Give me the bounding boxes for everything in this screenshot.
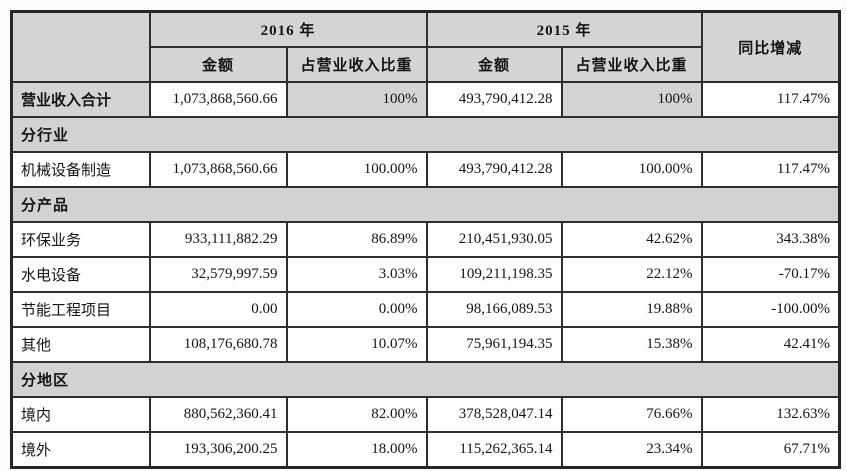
ratio-2015-cell: 76.66%	[560, 396, 703, 433]
yoy-cell: 117.47%	[700, 151, 841, 188]
amount-2015-cell: 493,790,412.28	[425, 151, 563, 188]
table-row: 境内 880,562,360.41 82.00% 378,528,047.14 …	[10, 396, 841, 433]
row-label: 水电设备	[10, 256, 151, 293]
ratio-2016-cell: 82.00%	[285, 396, 428, 433]
ratio-2015-cell: 22.12%	[560, 256, 703, 293]
year-2016-header: 2016 年	[148, 10, 428, 48]
section-label: 分产品	[10, 186, 841, 223]
ratio-2016-cell: 0.00%	[285, 291, 428, 328]
table-header: 2016 年 2015 年 同比增减 金额 占营业收入比重 金额 占营业收入比重	[10, 10, 841, 83]
amount-2015-cell: 115,262,365.14	[425, 431, 563, 469]
row-label: 机械设备制造	[10, 151, 151, 188]
ratio-2016-cell: 86.89%	[285, 221, 428, 258]
section-label: 分地区	[10, 361, 841, 398]
amount-2015-cell: 493,790,412.28	[425, 81, 563, 118]
revenue-breakdown-table: 2016 年 2015 年 同比增减 金额 占营业收入比重 金额 占营业收入比重…	[10, 10, 842, 469]
table-row: 其他 108,176,680.78 10.07% 75,961,194.35 1…	[10, 326, 841, 363]
amount-2016-cell: 108,176,680.78	[148, 326, 288, 363]
amount-2016-cell: 0.00	[148, 291, 288, 328]
yoy-cell: -100.00%	[700, 291, 841, 328]
yoy-cell: 132.63%	[700, 396, 841, 433]
section-row: 分地区	[10, 361, 841, 398]
row-label: 境内	[10, 396, 151, 433]
ratio-2015-cell: 42.62%	[560, 221, 703, 258]
amount-2016-cell: 880,562,360.41	[148, 396, 288, 433]
corner-cell	[10, 10, 151, 83]
amount-2016-cell: 193,306,200.25	[148, 431, 288, 469]
table-row: 境外 193,306,200.25 18.00% 115,262,365.14 …	[10, 431, 841, 469]
section-label: 分行业	[10, 116, 841, 153]
yoy-cell: 117.47%	[700, 81, 841, 118]
yoy-cell: -70.17%	[700, 256, 841, 293]
yoy-cell: 343.38%	[700, 221, 841, 258]
amount-2015-header: 金额	[425, 46, 563, 83]
section-row: 分行业	[10, 116, 841, 153]
amount-2016-cell: 933,111,882.29	[148, 221, 288, 258]
yoy-change-header: 同比增减	[700, 10, 841, 83]
amount-2015-cell: 109,211,198.35	[425, 256, 563, 293]
amount-2015-cell: 210,451,930.05	[425, 221, 563, 258]
table-row: 营业收入合计 1,073,868,560.66 100% 493,790,412…	[10, 81, 841, 118]
yoy-cell: 67.71%	[700, 431, 841, 469]
ratio-2015-cell: 19.88%	[560, 291, 703, 328]
row-label: 境外	[10, 431, 151, 469]
ratio-2016-cell: 18.00%	[285, 431, 428, 469]
table-row: 水电设备 32,579,997.59 3.03% 109,211,198.35 …	[10, 256, 841, 293]
ratio-2015-cell: 100%	[560, 81, 703, 118]
amount-2016-cell: 1,073,868,560.66	[148, 151, 288, 188]
amount-2015-cell: 75,961,194.35	[425, 326, 563, 363]
ratio-2015-cell: 15.38%	[560, 326, 703, 363]
table-body: 营业收入合计 1,073,868,560.66 100% 493,790,412…	[10, 81, 841, 469]
ratio-2016-cell: 10.07%	[285, 326, 428, 363]
ratio-2015-header: 占营业收入比重	[560, 46, 703, 83]
ratio-2016-header: 占营业收入比重	[285, 46, 428, 83]
row-label: 环保业务	[10, 221, 151, 258]
row-label: 营业收入合计	[10, 81, 151, 118]
ratio-2015-cell: 100.00%	[560, 151, 703, 188]
yoy-cell: 42.41%	[700, 326, 841, 363]
amount-2016-header: 金额	[148, 46, 288, 83]
row-label: 节能工程项目	[10, 291, 151, 328]
ratio-2016-cell: 100%	[285, 81, 428, 118]
row-label: 其他	[10, 326, 151, 363]
amount-2015-cell: 378,528,047.14	[425, 396, 563, 433]
amount-2016-cell: 32,579,997.59	[148, 256, 288, 293]
header-row-subcolumns: 金额 占营业收入比重 金额 占营业收入比重	[12, 46, 840, 83]
amount-2015-cell: 98,166,089.53	[425, 291, 563, 328]
table-row: 机械设备制造 1,073,868,560.66 100.00% 493,790,…	[10, 151, 841, 188]
section-row: 分产品	[10, 186, 841, 223]
header-row-years: 2016 年 2015 年 同比增减	[10, 10, 841, 83]
ratio-2015-cell: 23.34%	[560, 431, 703, 469]
table-row: 节能工程项目 0.00 0.00% 98,166,089.53 19.88% -…	[10, 291, 841, 328]
ratio-2016-cell: 100.00%	[285, 151, 428, 188]
amount-2016-cell: 1,073,868,560.66	[148, 81, 288, 118]
year-2015-header: 2015 年	[425, 10, 703, 48]
ratio-2016-cell: 3.03%	[285, 256, 428, 293]
table-row: 环保业务 933,111,882.29 86.89% 210,451,930.0…	[10, 221, 841, 258]
